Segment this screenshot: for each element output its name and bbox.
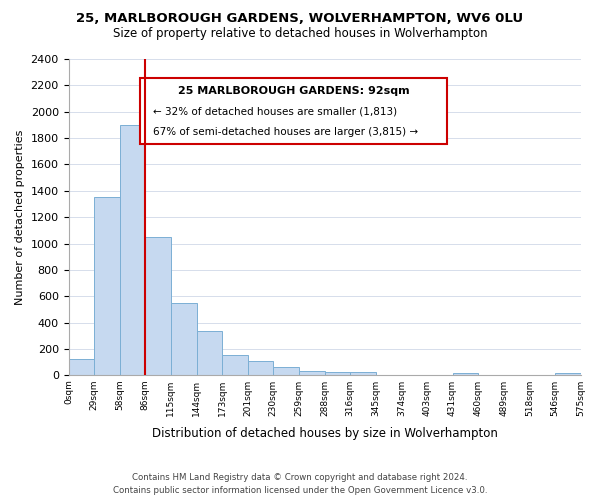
Text: Size of property relative to detached houses in Wolverhampton: Size of property relative to detached ho…	[113, 28, 487, 40]
Bar	[145, 237, 171, 376]
Bar	[120, 125, 145, 376]
Bar	[274, 368, 299, 376]
Bar	[222, 355, 248, 376]
Text: Contains HM Land Registry data © Crown copyright and database right 2024.
Contai: Contains HM Land Registry data © Crown c…	[113, 473, 487, 495]
Bar	[350, 372, 376, 376]
Bar	[94, 198, 120, 376]
Bar	[248, 361, 274, 376]
Text: 67% of semi-detached houses are larger (3,815) →: 67% of semi-detached houses are larger (…	[153, 127, 418, 137]
Text: 25, MARLBOROUGH GARDENS, WOLVERHAMPTON, WV6 0LU: 25, MARLBOROUGH GARDENS, WOLVERHAMPTON, …	[76, 12, 524, 26]
Bar	[68, 359, 94, 376]
X-axis label: Distribution of detached houses by size in Wolverhampton: Distribution of detached houses by size …	[152, 427, 497, 440]
Y-axis label: Number of detached properties: Number of detached properties	[15, 130, 25, 305]
Text: ← 32% of detached houses are smaller (1,813): ← 32% of detached houses are smaller (1,…	[153, 106, 397, 117]
Bar	[325, 372, 350, 376]
FancyBboxPatch shape	[140, 78, 448, 144]
Bar	[171, 303, 197, 376]
Bar	[299, 372, 325, 376]
Bar	[555, 372, 581, 376]
Bar	[197, 330, 222, 376]
Text: 25 MARLBOROUGH GARDENS: 92sqm: 25 MARLBOROUGH GARDENS: 92sqm	[178, 86, 410, 96]
Bar	[452, 372, 478, 376]
